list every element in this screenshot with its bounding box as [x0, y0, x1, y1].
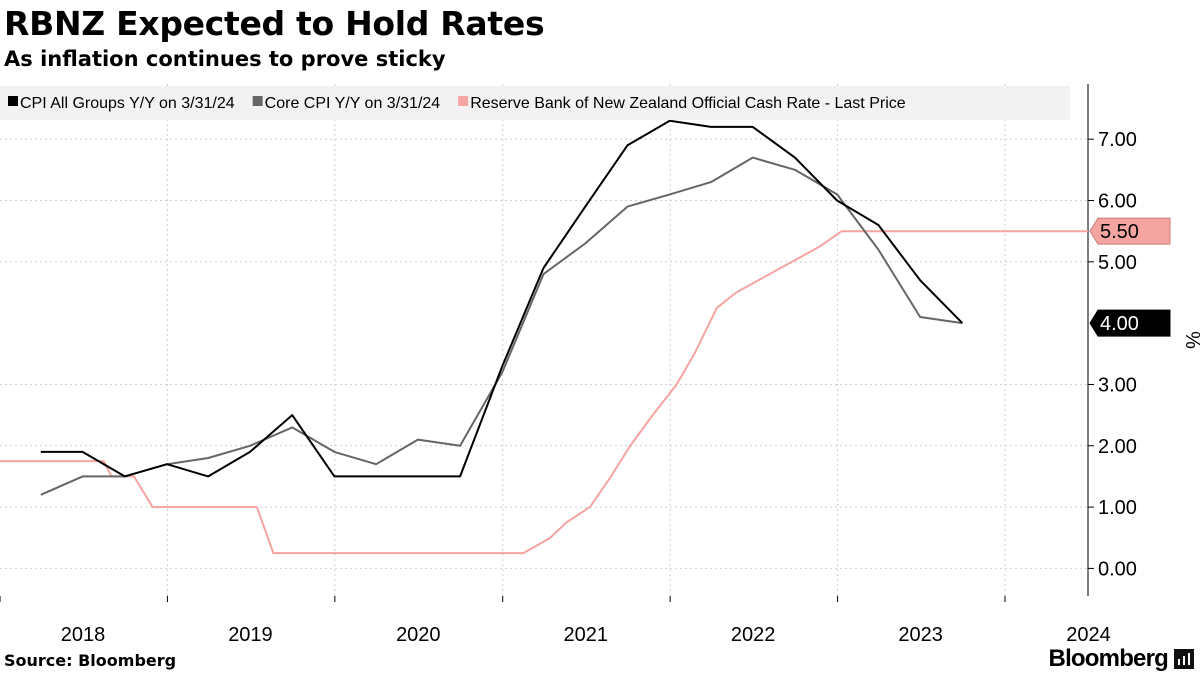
y-tick-label: 1.00: [1098, 497, 1137, 519]
series-line-ocr: [0, 230, 1088, 555]
legend-entry: Reserve Bank of New Zealand Official Cas…: [470, 95, 906, 112]
chart-subtitle: As inflation continues to prove sticky: [4, 47, 446, 71]
brand-name: Bloomberg: [1048, 645, 1169, 672]
chart-title: RBNZ Expected to Hold Rates: [4, 4, 545, 43]
legend-entry: Core CPI Y/Y on 3/31/24: [265, 95, 441, 112]
y-axis-label: %: [1181, 331, 1200, 349]
x-tick-label: 2024: [1066, 624, 1111, 646]
bloomberg-terminal-icon: [1174, 649, 1194, 669]
legend-swatch: [458, 96, 469, 106]
brand-logo: Bloomberg: [1049, 645, 1194, 673]
x-tick-label: 2021: [563, 624, 608, 646]
legend-swatch: [252, 96, 263, 106]
x-tick-label: 2020: [396, 624, 441, 646]
y-tick-label: 5.00: [1098, 252, 1137, 274]
y-tick-label: 0.00: [1098, 558, 1137, 580]
series-line-cpi: [40, 119, 964, 478]
y-tick-label: 2.00: [1098, 436, 1137, 458]
series-line-core-cpi: [40, 156, 963, 496]
x-tick-label: 2018: [61, 624, 106, 646]
source-note: Source: Bloomberg: [4, 651, 177, 670]
x-tick-label: 2019: [228, 624, 273, 646]
legend-entry: CPI All Groups Y/Y on 3/31/24: [20, 95, 235, 112]
legend: CPI All Groups Y/Y on 3/31/24 Core CPI Y/…: [0, 86, 1070, 120]
last-value-label: 5.50: [1100, 221, 1139, 243]
legend-background: [0, 86, 1070, 120]
x-tick-label: 2022: [731, 624, 776, 646]
y-tick-label: 6.00: [1098, 191, 1137, 213]
last-value-tag: [1089, 309, 1171, 337]
last-value-label: 4.00: [1100, 313, 1139, 335]
y-tick-label: 3.00: [1098, 374, 1137, 396]
legend-swatch: [8, 96, 18, 106]
last-value-tag: [1089, 217, 1171, 245]
y-tick-label: 7.00: [1098, 129, 1137, 151]
x-tick-label: 2023: [898, 624, 943, 646]
